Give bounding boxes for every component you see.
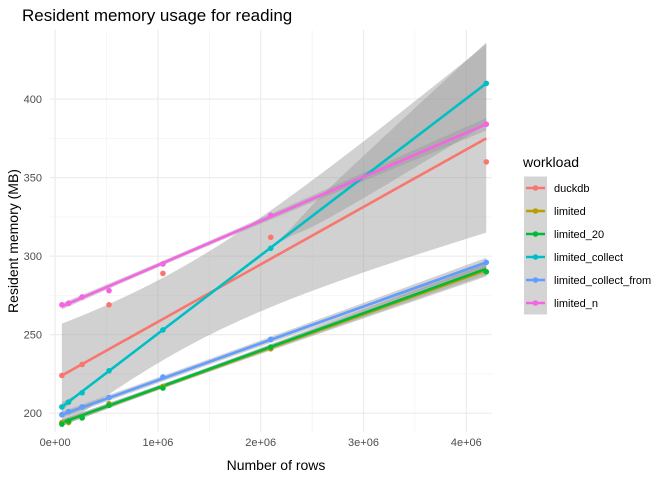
data-point-limited_n	[79, 294, 85, 300]
x-tick-label: 2e+06	[245, 437, 276, 449]
legend-label: limited_collect	[554, 252, 623, 264]
fit-line-duckdb	[61, 137, 487, 377]
legend: workload duckdb limited limited_20 limited_…	[522, 154, 651, 315]
y-axis-title: Resident memory (MB)	[5, 169, 21, 313]
legend-label: limited_20	[554, 229, 604, 241]
legend-key-point	[532, 254, 539, 260]
data-point-limited_20	[483, 269, 490, 275]
legend-label: limited	[554, 206, 586, 218]
data-point-limited_collect_from	[483, 259, 490, 266]
confidence-band-duckdb	[61, 44, 487, 428]
data-point-limited_20	[79, 415, 85, 421]
chart-title: Resident memory usage for reading	[22, 6, 292, 25]
data-point-duckdb	[160, 270, 166, 277]
y-tick-label: 350	[24, 173, 42, 185]
data-point-limited_n	[483, 121, 490, 128]
y-tick-label: 300	[24, 251, 42, 263]
x-tick-label: 4e+06	[451, 437, 482, 449]
data-point-limited_collect	[267, 245, 274, 252]
legend-label: limited_collect_from	[554, 275, 651, 287]
data-point-limited_collect	[65, 399, 72, 405]
y-tick-label: 400	[24, 94, 42, 106]
legend-label: duckdb	[554, 183, 589, 195]
data-point-limited_n	[59, 302, 65, 308]
x-tick-label: 3e+06	[348, 437, 379, 449]
data-point-limited_n	[106, 287, 112, 294]
x-axis-ticks: 0e+00 1e+06 2e+06 3e+06 4e+06	[40, 437, 482, 449]
legend-key-point	[532, 185, 539, 191]
data-point-duckdb	[267, 234, 274, 241]
y-tick-label: 250	[24, 330, 42, 342]
data-point-duckdb	[59, 372, 65, 379]
data-point-limited_collect_from	[79, 404, 85, 410]
data-point-limited_collect_from	[65, 408, 72, 415]
fit-line-limited_n	[61, 123, 487, 308]
fit-lines	[61, 82, 488, 424]
legend-title: workload	[522, 154, 579, 170]
data-point-limited_collect_from	[106, 394, 112, 401]
data-point-limited_20	[267, 344, 274, 351]
fit-line-limited_20	[61, 267, 487, 424]
data-point-limited_collect	[483, 80, 490, 87]
y-tick-label: 200	[24, 408, 42, 420]
x-axis-title: Number of rows	[227, 457, 326, 473]
x-tick-label: 0e+00	[40, 437, 71, 449]
data-point-limited_collect	[79, 389, 85, 396]
fit-line-limited_collect	[61, 82, 488, 408]
legend-key-point	[532, 208, 539, 214]
confidence-bands	[61, 42, 487, 428]
x-tick-label: 1e+06	[142, 437, 173, 449]
data-point-limited_n	[160, 261, 166, 267]
data-point-limited_collect	[160, 327, 166, 333]
data-point-limited_20	[106, 402, 112, 409]
legend-key-point	[532, 277, 539, 283]
data-point-duckdb	[79, 361, 85, 368]
y-axis-ticks: 200 250 300 350 400	[24, 94, 42, 420]
data-point-limited_collect_from	[267, 336, 274, 343]
legend-items: duckdb limited limited_20 limited_collectli…	[524, 176, 651, 315]
data-point-duckdb	[483, 159, 490, 165]
data-point-duckdb	[106, 302, 112, 308]
data-point-limited_n	[65, 300, 72, 307]
legend-label: limited_n	[554, 298, 598, 310]
data-point-limited_n	[267, 212, 274, 219]
data-point-limited_collect	[106, 367, 112, 374]
legend-key-point	[532, 231, 539, 237]
data-point-limited_collect	[59, 404, 65, 410]
data-point-limited_20	[65, 418, 72, 424]
legend-key-point	[532, 300, 539, 306]
data-point-limited_collect_from	[160, 374, 166, 380]
data-point-limited_20	[160, 385, 166, 391]
data-point-limited_20	[59, 421, 65, 427]
fit-line-limited_collect_from	[61, 261, 487, 416]
data-points	[59, 80, 490, 427]
data-point-limited_collect_from	[59, 411, 65, 418]
grid	[50, 30, 492, 432]
